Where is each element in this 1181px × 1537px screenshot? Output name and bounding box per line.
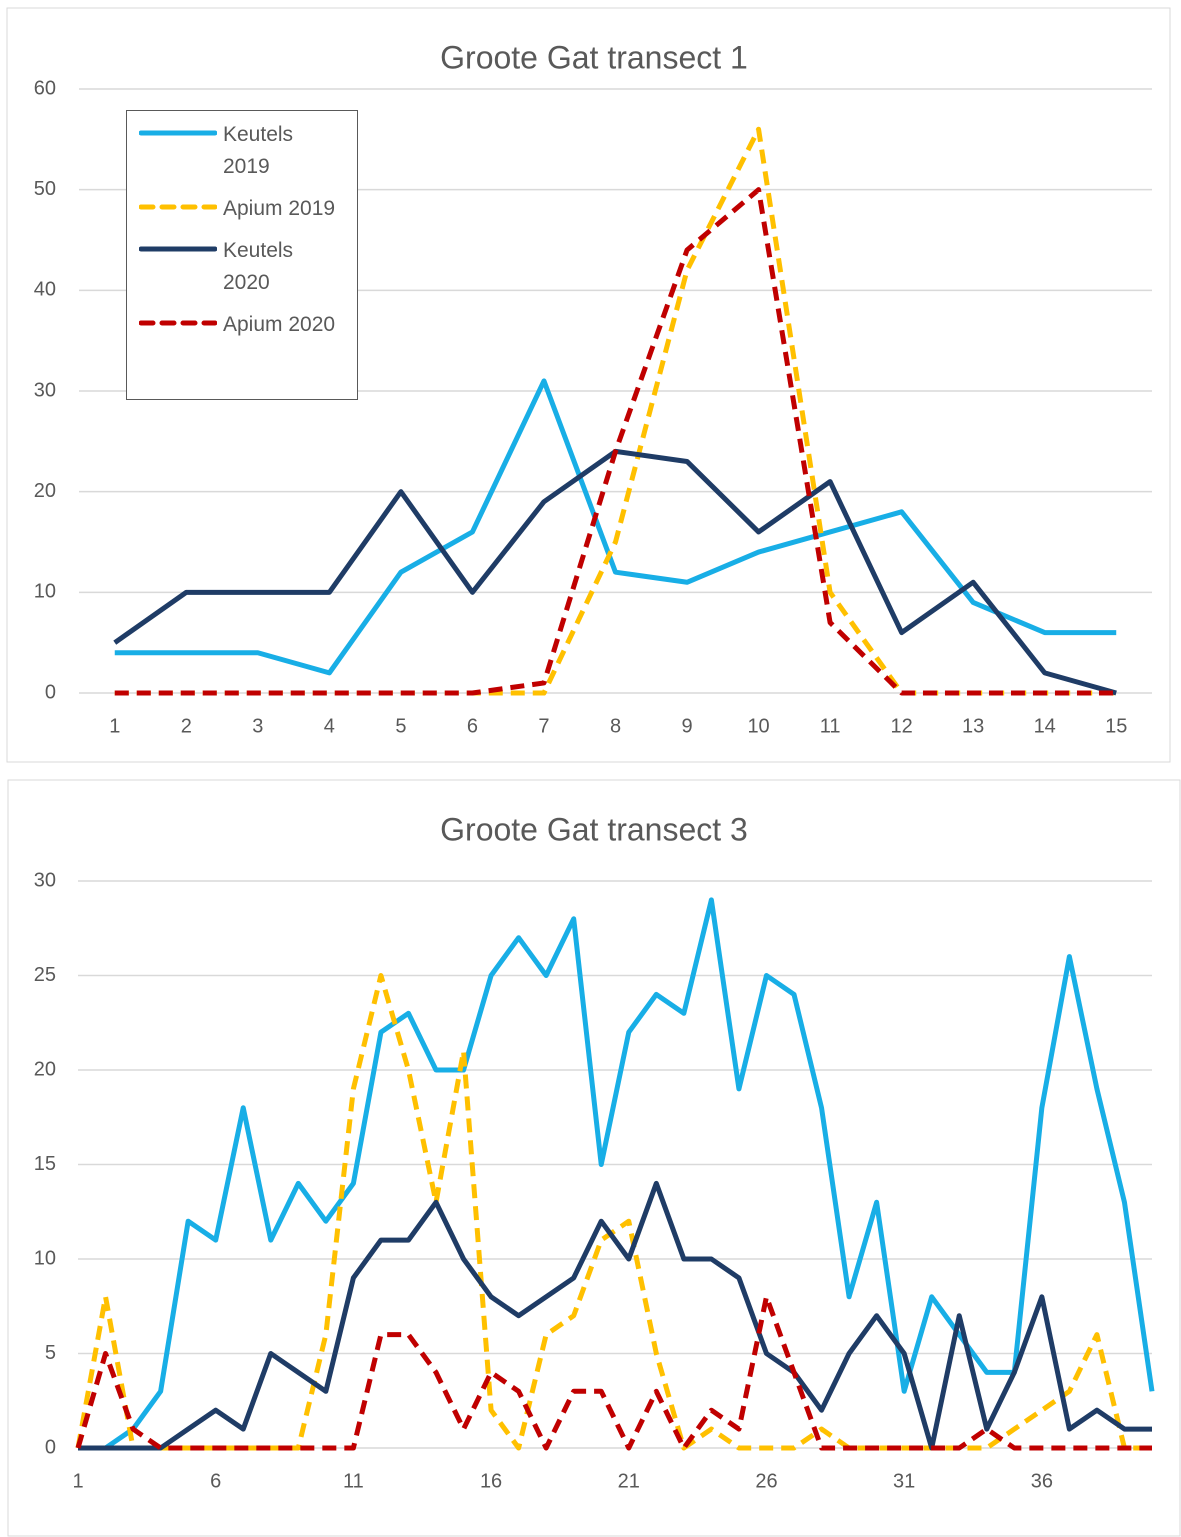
panel	[6, 7, 1171, 763]
chart-title: Groote Gat transect 3	[440, 811, 748, 847]
legend-item: Keutels 2019	[127, 119, 357, 183]
x-tick-label: 6	[210, 1470, 221, 1492]
legend-label: Apium 2019	[223, 197, 336, 220]
legend: Keutels 2019 Apium 2019 Keutels 2020 Apium …	[126, 110, 358, 400]
x-tick-label: 2	[181, 715, 192, 737]
legend-label: Keutels 2019	[223, 123, 294, 178]
y-tick-label: 0	[45, 1436, 56, 1458]
x-tick-label: 36	[1031, 1470, 1053, 1492]
series-line	[75, 1294, 1152, 1451]
series-line	[114, 187, 1117, 696]
y-tick-label: 50	[34, 178, 56, 200]
x-tick-label: 3	[252, 715, 263, 737]
x-tick-label: 10	[747, 715, 769, 737]
x-tick-label: 21	[618, 1470, 640, 1492]
y-tick-label: 30	[34, 379, 56, 401]
series-line	[75, 973, 1152, 1451]
x-tick-label: 1	[109, 715, 120, 737]
series-line	[114, 378, 1117, 676]
x-tick-label: 11	[343, 1470, 364, 1492]
legend-swatch	[139, 246, 217, 252]
x-tick-label: 16	[480, 1470, 502, 1492]
x-tick-label: 26	[755, 1470, 777, 1492]
y-tick-label: 20	[34, 1058, 56, 1080]
legend-swatch	[139, 204, 217, 210]
y-tick-label: 30	[34, 869, 56, 891]
x-tick-label: 14	[1034, 715, 1056, 737]
x-tick-label: 5	[395, 715, 406, 737]
x-tick-label: 11	[820, 715, 841, 737]
series-line	[78, 897, 1155, 1451]
y-tick-label: 40	[34, 279, 56, 301]
y-tick-label: 0	[45, 681, 56, 703]
legend-swatch	[139, 320, 217, 326]
chart-title: Groote Gat transect 1	[440, 39, 748, 75]
x-tick-label: 6	[467, 715, 478, 737]
x-tick-label: 1	[72, 1470, 83, 1492]
series-line	[78, 1180, 1152, 1451]
x-tick-label: 15	[1105, 715, 1127, 737]
y-tick-label: 25	[34, 964, 56, 986]
x-tick-label: 4	[324, 715, 335, 737]
x-tick-label: 8	[610, 715, 621, 737]
y-tick-label: 5	[45, 1342, 56, 1364]
x-tick-label: 31	[893, 1470, 915, 1492]
y-tick-label: 15	[34, 1153, 56, 1175]
y-tick-label: 10	[34, 581, 56, 603]
legend-item: Keutels 2020	[127, 235, 357, 299]
legend-swatch	[139, 130, 217, 136]
x-tick-label: 7	[538, 715, 549, 737]
legend-item: Apium 2019	[127, 193, 357, 225]
legend-label: Keutels 2020	[223, 239, 294, 294]
y-tick-label: 60	[34, 77, 56, 99]
x-tick-label: 9	[681, 715, 692, 737]
y-tick-label: 20	[34, 480, 56, 502]
panel	[7, 779, 1181, 1537]
legend-label: Apium 2020	[223, 313, 336, 336]
x-tick-label: 13	[962, 715, 984, 737]
y-tick-label: 10	[34, 1247, 56, 1269]
x-tick-label: 12	[891, 715, 913, 737]
legend-item: Apium 2020	[127, 309, 357, 341]
